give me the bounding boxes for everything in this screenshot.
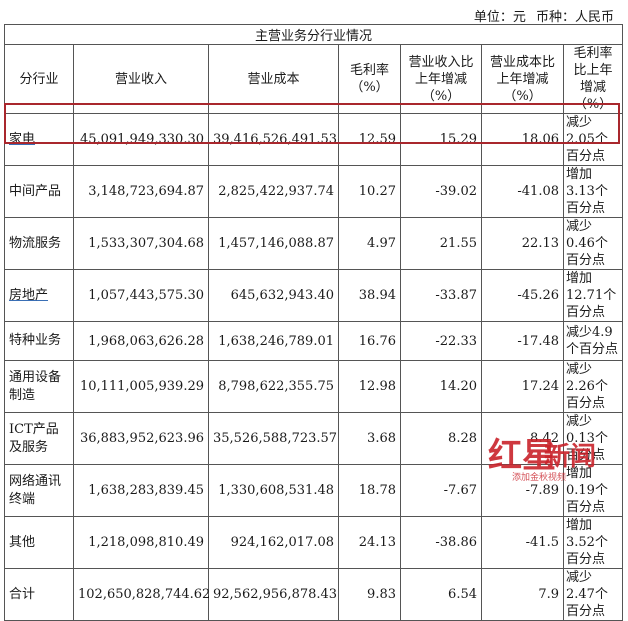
header-margin-change: 毛利率比上年增减（%） — [562, 44, 624, 114]
table-row: ICT产品及服务 36,883,952,623.96 35,526,588,723.… — [4, 412, 624, 465]
row-industry: 特种业务 — [4, 321, 74, 361]
table-row: 房地产 1,057,443,575.30 645,632,943.40 38.94 -3… — [4, 269, 624, 322]
row-industry: 通用设备制造 — [4, 360, 74, 413]
row-margin: 24.13 — [338, 516, 401, 569]
row-margin-change: 增加3.13个百分点 — [562, 165, 624, 218]
industry-revenue-table: 主营业务分行业情况 分行业 营业收入 营业成本 毛利率（%） 营业收入比上年增减… — [3, 24, 624, 621]
table-row: 中间产品 3,148,723,694.87 2,825,422,937.74 10.2… — [4, 165, 624, 218]
row-cost: 39,416,526,491.53 — [208, 113, 339, 166]
row-rev-change: 8.28 — [400, 412, 482, 465]
row-cost: 2,825,422,937.74 — [208, 165, 339, 218]
row-cost-change: -7.89 — [481, 464, 564, 517]
row-revenue: 36,883,952,623.96 — [73, 412, 209, 465]
row-cost-change: -41.08 — [481, 165, 564, 218]
row-industry: 网络通讯终端 — [4, 464, 74, 517]
row-cost-change: 7.9 — [481, 568, 564, 621]
row-rev-change: 6.54 — [400, 568, 482, 621]
row-margin-change: 减少2.05个百分点 — [562, 113, 624, 166]
row-cost-change: 8.42 — [481, 412, 564, 465]
table-header-row: 分行业 营业收入 营业成本 毛利率（%） 营业收入比上年增减（%） 营业成本比上… — [4, 44, 624, 114]
header-rev-change: 营业收入比上年增减（%） — [400, 44, 482, 114]
row-margin: 12.59 — [338, 113, 401, 166]
row-revenue: 1,968,063,626.28 — [73, 321, 209, 361]
row-rev-change: -33.87 — [400, 269, 482, 322]
row-margin-change: 增加12.71个百分点 — [562, 269, 624, 322]
row-rev-change: 15.29 — [400, 113, 482, 166]
row-margin-change: 减少4.9个百分点 — [562, 321, 624, 361]
header-cost-change: 营业成本比上年增减（%） — [481, 44, 564, 114]
row-margin: 10.27 — [338, 165, 401, 218]
row-margin: 18.78 — [338, 464, 401, 517]
row-cost-change: -45.26 — [481, 269, 564, 322]
row-industry: 房地产 — [4, 269, 74, 322]
table-row: 通用设备制造 10,111,005,939.29 8,798,622,355.75 1… — [4, 360, 624, 413]
unit-line: 单位：元 币种：人民币 — [468, 6, 614, 25]
row-cost-change: 18.06 — [481, 113, 564, 166]
table-row: 合计 102,650,828,744.62 92,562,956,878.43 9.8… — [4, 568, 624, 621]
row-margin-change: 减少0.46个百分点 — [562, 217, 624, 270]
row-margin-change: 增加3.52个百分点 — [562, 516, 624, 569]
row-cost-change: -41.5 — [481, 516, 564, 569]
row-cost: 92,562,956,878.43 — [208, 568, 339, 621]
row-rev-change: -38.86 — [400, 516, 482, 569]
row-revenue: 1,638,283,839.45 — [73, 464, 209, 517]
row-margin: 16.76 — [338, 321, 401, 361]
table-row: 物流服务 1,533,307,304.68 1,457,146,088.87 4.97… — [4, 217, 624, 270]
row-revenue: 3,148,723,694.87 — [73, 165, 209, 218]
row-revenue: 1,533,307,304.68 — [73, 217, 209, 270]
table-row: 其他 1,218,098,810.49 924,162,017.08 24.13 -38… — [4, 516, 624, 569]
row-cost: 924,162,017.08 — [208, 516, 339, 569]
row-industry: 其他 — [4, 516, 74, 569]
row-industry: 物流服务 — [4, 217, 74, 270]
row-rev-change: 21.55 — [400, 217, 482, 270]
row-cost: 35,526,588,723.57 — [208, 412, 339, 465]
row-cost-change: -17.48 — [481, 321, 564, 361]
row-rev-change: -39.02 — [400, 165, 482, 218]
row-revenue: 45,091,949,330.30 — [73, 113, 209, 166]
row-margin-change: 减少2.47个百分点 — [562, 568, 624, 621]
row-margin-change: 增加0.19个百分点 — [562, 464, 624, 517]
row-rev-change: 14.20 — [400, 360, 482, 413]
row-industry: 中间产品 — [4, 165, 74, 218]
row-cost: 8,798,622,355.75 — [208, 360, 339, 413]
row-revenue: 10,111,005,939.29 — [73, 360, 209, 413]
row-cost-change: 17.24 — [481, 360, 564, 413]
row-industry: 合计 — [4, 568, 74, 621]
row-margin: 38.94 — [338, 269, 401, 322]
row-revenue: 1,218,098,810.49 — [73, 516, 209, 569]
row-revenue: 102,650,828,744.62 — [73, 568, 210, 621]
row-cost: 1,457,146,088.87 — [208, 217, 339, 270]
header-industry: 分行业 — [4, 44, 74, 114]
row-industry: 家电 — [4, 113, 74, 166]
row-margin: 12.98 — [338, 360, 401, 413]
row-margin: 9.83 — [338, 568, 401, 621]
row-margin: 3.68 — [338, 412, 401, 465]
table-row: 家电 45,091,949,330.30 39,416,526,491.53 12.5… — [4, 113, 624, 166]
row-cost: 1,330,608,531.48 — [208, 464, 339, 517]
table-row: 网络通讯终端 1,638,283,839.45 1,330,608,531.48 18… — [4, 464, 624, 517]
row-rev-change: -7.67 — [400, 464, 482, 517]
row-cost: 645,632,943.40 — [208, 269, 339, 322]
row-margin: 4.97 — [338, 217, 401, 270]
row-margin-change: 减少0.13个百分点 — [562, 412, 624, 465]
row-revenue: 1,057,443,575.30 — [73, 269, 209, 322]
table-row: 特种业务 1,968,063,626.28 1,638,246,789.01 16.7… — [4, 321, 624, 361]
row-cost-change: 22.13 — [481, 217, 564, 270]
row-cost: 1,638,246,789.01 — [208, 321, 339, 361]
header-margin: 毛利率（%） — [338, 44, 401, 114]
currency-label: 币种：人民币 — [535, 10, 614, 25]
table-caption: 主营业务分行业情况 — [3, 24, 624, 45]
header-cost: 营业成本 — [208, 44, 339, 114]
header-revenue: 营业收入 — [73, 44, 209, 114]
row-industry: ICT产品及服务 — [4, 412, 74, 465]
row-margin-change: 减少2.26个百分点 — [562, 360, 624, 413]
row-rev-change: -22.33 — [400, 321, 482, 361]
unit-label: 单位：元 — [473, 10, 526, 25]
